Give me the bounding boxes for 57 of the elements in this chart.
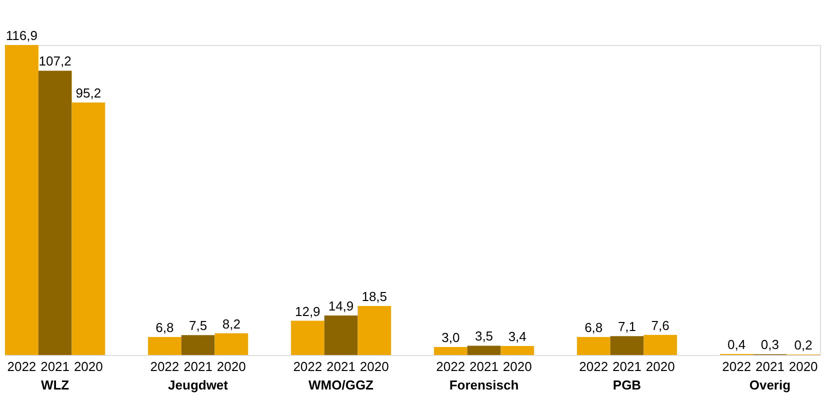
data-label: 6,8 [584,320,603,335]
text: 2022 [436,359,466,374]
text: 2021 [326,359,356,374]
bar [324,315,358,355]
x-tick-label: WMO/GGZ [308,378,374,392]
data-label: 3,5 [474,328,494,344]
text: 2021 [184,359,212,374]
bar [500,346,534,355]
x-tick-label: WLZ [40,378,70,392]
text: 2022 [150,359,180,374]
data-label: 12,9 [294,304,320,319]
bar [358,306,392,355]
data-label: 8,2 [222,316,240,332]
data-label: 0,4 [728,336,746,352]
data-label: 95,2 [76,86,102,101]
data-label: 107,2 [38,54,72,69]
text: 2021 [755,359,784,374]
bar [148,336,182,355]
bar [290,320,324,355]
series-label: 2020 [74,359,103,374]
bar [610,336,644,355]
x-tick-label: PGB [612,378,642,392]
bar [576,336,610,355]
bar [181,335,215,355]
data-label: 7,5 [188,318,208,334]
text: 2022 [722,359,752,374]
bar [72,102,106,355]
bar [214,333,248,355]
text: 2020 [360,359,389,374]
text: 2021 [470,359,498,374]
data-label: 0,2 [794,337,812,352]
data-label: 7,1 [618,319,636,334]
series-label: 2021 [40,359,70,374]
text: 2021 [612,359,642,374]
text: 2022 [293,359,322,374]
x-tick-label: Overig [749,378,791,392]
data-label: 3,4 [508,328,526,344]
bar [467,346,501,355]
text: 2020 [788,359,818,374]
data-label: 0,3 [760,337,779,352]
data-label: 18,5 [362,288,388,304]
text: 2022 [579,359,608,374]
x-tick-label: Jeugdwet [168,378,229,392]
data-label: 14,9 [328,298,354,314]
series-label: 2022 [7,359,36,374]
x-tick-label: Forensisch [449,378,519,392]
data-label: 6,8 [156,320,174,335]
bar [644,334,678,355]
bar [434,347,468,355]
data-label: 116,9 [6,28,38,43]
bar [38,70,72,355]
text: 2020 [502,359,532,374]
bar [5,45,38,355]
data-label: 7,6 [651,318,670,333]
data-label: 3,0 [442,330,460,346]
text: 2020 [646,359,675,374]
text: 2020 [216,359,246,374]
